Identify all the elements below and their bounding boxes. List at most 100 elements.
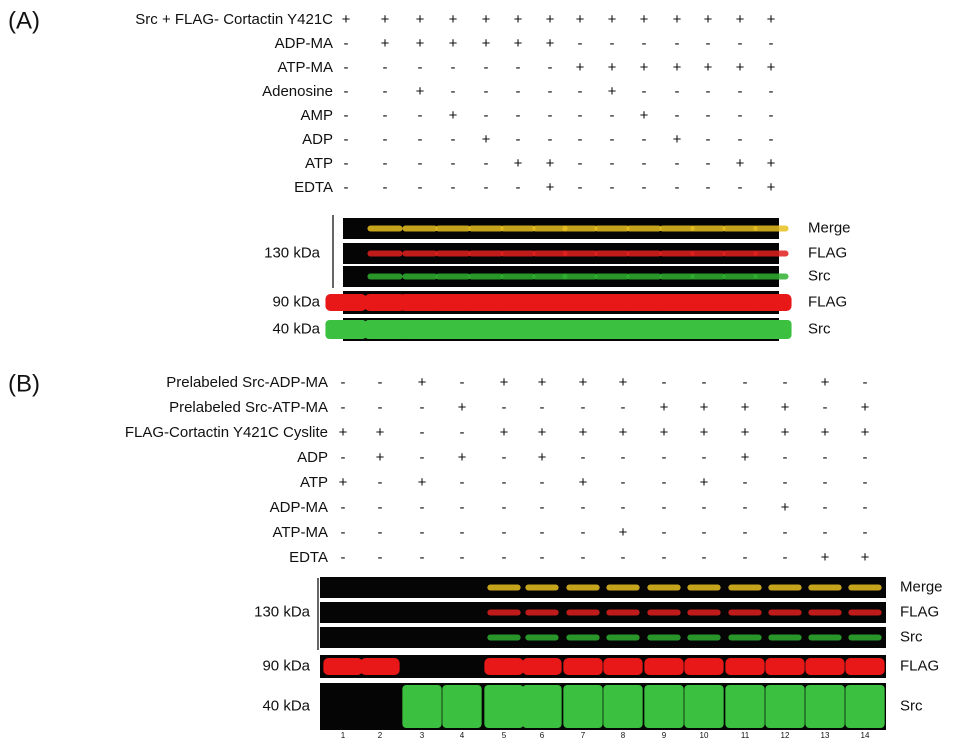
- sign: +: [576, 11, 585, 28]
- sign: +: [339, 474, 348, 491]
- sign: -: [581, 399, 586, 416]
- sign: -: [484, 59, 489, 76]
- channel-label: Src: [900, 628, 923, 645]
- sign: +: [482, 11, 491, 28]
- lane-number: 8: [621, 731, 626, 740]
- sign: -: [484, 155, 489, 172]
- band: [367, 274, 402, 280]
- sign: -: [743, 499, 748, 516]
- sign: -: [418, 179, 423, 196]
- sign: +: [546, 11, 555, 28]
- sign: +: [381, 11, 390, 28]
- band: [659, 274, 694, 280]
- sign: -: [451, 155, 456, 172]
- sign: -: [823, 524, 828, 541]
- band: [325, 320, 366, 339]
- band: [753, 226, 788, 232]
- band: [687, 585, 720, 591]
- sign: -: [344, 83, 349, 100]
- band: [805, 685, 844, 728]
- sign: -: [540, 399, 545, 416]
- sign: -: [502, 549, 507, 566]
- sign: -: [578, 107, 583, 124]
- sign: -: [451, 83, 456, 100]
- band: [684, 685, 723, 728]
- band: [487, 585, 520, 591]
- sign: +: [741, 424, 750, 441]
- band: [360, 658, 399, 675]
- band: [566, 585, 599, 591]
- sign: -: [383, 107, 388, 124]
- sign: +: [449, 11, 458, 28]
- channel-label: FLAG: [808, 244, 847, 261]
- sign: -: [578, 35, 583, 52]
- sign: -: [702, 549, 707, 566]
- channel-label: FLAG: [900, 603, 939, 620]
- band: [765, 685, 804, 728]
- row-label: EDTA: [289, 549, 328, 566]
- sign: +: [767, 11, 776, 28]
- sign: +: [640, 11, 649, 28]
- sign: -: [451, 59, 456, 76]
- sign: +: [449, 107, 458, 124]
- band: [687, 610, 720, 616]
- sign: -: [460, 524, 465, 541]
- channel-label: Src: [900, 697, 923, 714]
- sign: -: [578, 131, 583, 148]
- sign: -: [823, 399, 828, 416]
- sign: +: [700, 474, 709, 491]
- sign: +: [704, 11, 713, 28]
- lane-number: 13: [821, 731, 830, 740]
- band: [594, 274, 629, 280]
- sign: -: [383, 179, 388, 196]
- sign: -: [581, 499, 586, 516]
- panel-label: (A): [8, 7, 40, 34]
- sign: -: [675, 179, 680, 196]
- sign: +: [700, 424, 709, 441]
- sign: +: [579, 474, 588, 491]
- band: [594, 226, 629, 232]
- sign: -: [863, 524, 868, 541]
- sign: +: [736, 11, 745, 28]
- sign: +: [660, 424, 669, 441]
- band: [532, 226, 567, 232]
- sign: -: [418, 131, 423, 148]
- sign: -: [484, 107, 489, 124]
- sign: -: [783, 474, 788, 491]
- sign: -: [706, 35, 711, 52]
- channel-label: Src: [808, 267, 831, 284]
- sign: +: [821, 424, 830, 441]
- band: [525, 635, 558, 641]
- sign: -: [484, 179, 489, 196]
- row-label: FLAG-Cortactin Y421C Cyslite: [125, 424, 328, 441]
- band: [722, 274, 757, 280]
- sign: +: [418, 474, 427, 491]
- sign: +: [821, 549, 830, 566]
- sign: -: [610, 35, 615, 52]
- sign: +: [538, 424, 547, 441]
- sign: +: [619, 524, 628, 541]
- sign: -: [451, 179, 456, 196]
- sign: -: [702, 449, 707, 466]
- sign: +: [781, 399, 790, 416]
- band: [848, 610, 881, 616]
- band: [845, 658, 884, 675]
- band: [848, 585, 881, 591]
- row-label: ADP: [297, 449, 328, 466]
- channel-label: FLAG: [900, 657, 939, 674]
- band: [468, 274, 503, 280]
- sign: -: [738, 131, 743, 148]
- lane-number: 10: [700, 731, 709, 740]
- sign: +: [579, 374, 588, 391]
- sign: -: [516, 107, 521, 124]
- sign: -: [341, 499, 346, 516]
- row-label: ATP-MA: [272, 524, 328, 541]
- sign: -: [662, 549, 667, 566]
- row-label: Prelabeled Src-ADP-MA: [166, 374, 328, 391]
- sign: -: [610, 107, 615, 124]
- sign: -: [548, 131, 553, 148]
- sign: +: [458, 449, 467, 466]
- sign: +: [538, 374, 547, 391]
- band: [500, 226, 535, 232]
- sign: -: [621, 549, 626, 566]
